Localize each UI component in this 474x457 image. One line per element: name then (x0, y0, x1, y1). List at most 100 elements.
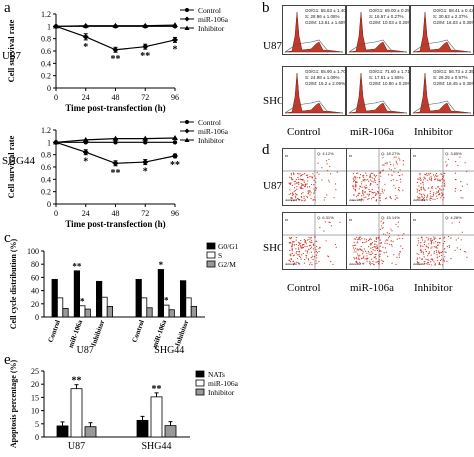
bar-S (163, 304, 170, 318)
event-dot (363, 180, 365, 182)
event-dot (355, 236, 358, 238)
event-dot (402, 160, 404, 162)
event-dot (384, 247, 387, 249)
s-phase-curve (412, 39, 472, 53)
event-dot (375, 258, 377, 260)
event-dot (434, 264, 436, 266)
x-tick-label: 48 (112, 209, 120, 218)
event-dot (359, 239, 361, 241)
event-dot (376, 261, 378, 263)
event-dot (290, 261, 292, 263)
bar-G0/G1 (135, 278, 142, 318)
event-dot (388, 235, 390, 237)
s-phase-curve (412, 100, 472, 114)
event-dot (310, 247, 312, 250)
event-dot (438, 180, 440, 182)
cell-cycle-histogram: G0/G1: 69.00 ± 0.29% S: 16.67 ± 0.27% G2/M… (346, 5, 410, 55)
event-dot (400, 181, 402, 183)
event-dot (373, 263, 375, 266)
event-dot (291, 252, 293, 254)
event-dot (442, 251, 444, 253)
event-dot (310, 262, 312, 264)
bar-S (79, 305, 86, 318)
event-dot (420, 249, 422, 252)
group-label: U87 (77, 345, 94, 355)
cell-cycle-stats: G0/G1: 55.90 ± 1.70% S: 24.98 ± 1.09% G2/M… (305, 69, 345, 87)
event-dot (439, 259, 442, 262)
event-dot (356, 249, 358, 251)
event-dot (425, 258, 427, 260)
event-dot (394, 187, 397, 189)
event-dot (305, 241, 307, 243)
event-dot (436, 247, 438, 249)
event-dot (324, 196, 326, 199)
event-dot (416, 188, 418, 190)
event-dot (370, 183, 372, 185)
event-dot (450, 257, 452, 260)
event-dot (446, 165, 448, 167)
legend-swatch-Inhibitor (195, 388, 205, 396)
event-dot (321, 167, 323, 169)
significance-mark: * (173, 44, 178, 55)
event-dot (379, 239, 381, 241)
y-tick-label: 1.2 (41, 10, 51, 19)
event-dot (431, 246, 433, 248)
event-dot (390, 228, 392, 230)
event-dot (402, 234, 404, 236)
histogram-plot (284, 11, 344, 53)
event-dot (307, 239, 309, 241)
flow-scatter-plot: Annexin V PI Q: 6.31% (282, 212, 348, 270)
event-dot (358, 192, 360, 194)
event-dot (297, 181, 299, 183)
event-dot (359, 192, 361, 194)
g0g1-peak (284, 11, 344, 53)
event-dot (298, 184, 300, 186)
event-dot (359, 198, 361, 201)
event-dot (386, 232, 388, 234)
row-label-u87-a: U87 (2, 50, 21, 62)
event-dot (352, 179, 354, 181)
event-dot (290, 257, 292, 260)
event-dot (315, 187, 317, 190)
event-dot (369, 264, 372, 266)
event-dot (295, 261, 297, 263)
x-axis-label: Annexin V (285, 262, 301, 266)
event-dot (355, 190, 357, 192)
event-dot (334, 243, 337, 246)
legend-marker (184, 128, 190, 134)
cell-cycle-stats: G0/G1: 71.60 ± 1.71% S: 17.51 ± 1.55% G2/M… (369, 69, 410, 87)
event-dot (359, 236, 362, 238)
event-dot (446, 260, 448, 262)
event-dot (378, 254, 380, 256)
event-dot (444, 184, 446, 186)
event-dot (437, 179, 439, 181)
event-dot (429, 197, 432, 199)
event-dot (441, 192, 443, 194)
event-dot (376, 249, 379, 252)
event-dot (423, 187, 425, 189)
event-dot (319, 226, 321, 229)
event-dot (421, 236, 423, 238)
event-dot (352, 199, 354, 201)
event-dot (392, 179, 394, 181)
event-dot (431, 239, 433, 241)
row-label-u87-d: U87 (263, 180, 282, 192)
event-dot (290, 246, 292, 248)
stat-line: G0/G1: 71.60 ± 1.71% (369, 69, 410, 74)
event-dot (443, 175, 445, 177)
event-dot (457, 237, 459, 239)
event-dot (430, 241, 432, 243)
event-dot (435, 250, 438, 252)
quadrant-percentage: Q: 4.12% (317, 151, 334, 156)
event-dot (361, 238, 363, 240)
event-dot (434, 198, 436, 200)
event-dot (433, 252, 435, 254)
event-dot (301, 200, 303, 202)
event-dot (295, 252, 297, 254)
event-dot (296, 251, 298, 253)
event-dot (417, 198, 419, 200)
event-dot (382, 222, 384, 225)
event-dot (419, 263, 421, 265)
stat-line: S: 28.25 ± 0.97% (433, 75, 468, 80)
event-dot (355, 251, 357, 253)
